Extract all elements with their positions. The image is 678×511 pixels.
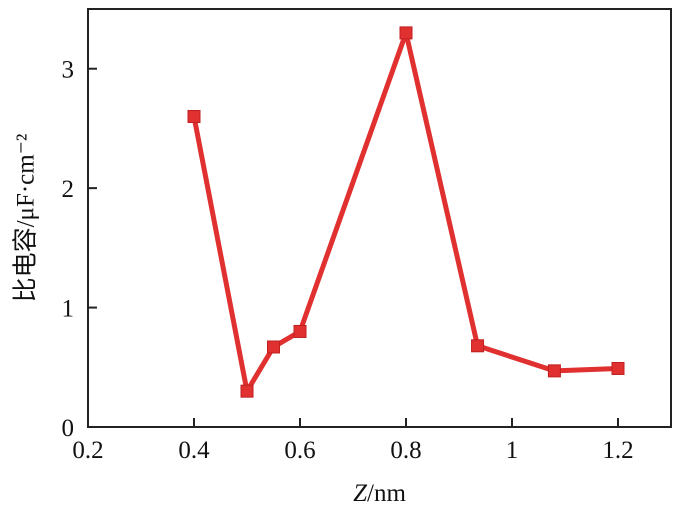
x-axis-label-variable: Z [353, 480, 368, 507]
x-tick-label: 0.4 [178, 437, 210, 464]
data-point-marker [240, 384, 254, 398]
y-tick-label: 1 [62, 296, 75, 323]
data-point-marker [547, 364, 561, 378]
data-point-marker [471, 339, 485, 353]
axis-ticks [87, 67, 619, 428]
series-line [191, 30, 619, 394]
data-point-marker [611, 361, 625, 375]
y-tick-label: 0 [62, 415, 75, 442]
data-point-marker [293, 324, 307, 338]
x-axis-label: Z/nm [353, 480, 406, 507]
data-point-marker [267, 340, 280, 354]
x-tick-label: 0.2 [72, 437, 103, 464]
plot-area [87, 8, 672, 428]
data-point-marker [187, 109, 201, 123]
data-point-marker [399, 26, 413, 40]
series-group [187, 26, 625, 398]
y-tick-label: 3 [62, 57, 75, 84]
plot-frame [87, 8, 672, 428]
x-axis-label-unit: /nm [367, 480, 406, 507]
x-tick-label: 1 [506, 437, 519, 464]
axis-tick-labels: 0.2 0.4 0.6 0.8 1 1.2 0 1 2 3 [62, 57, 634, 464]
x-tick-label: 0.8 [390, 437, 421, 464]
y-tick-label: 2 [62, 176, 75, 203]
x-tick-label: 0.6 [284, 437, 315, 464]
y-axis-label: 比电容/μF·cm⁻² [12, 134, 40, 303]
x-tick-label: 1.2 [602, 437, 633, 464]
